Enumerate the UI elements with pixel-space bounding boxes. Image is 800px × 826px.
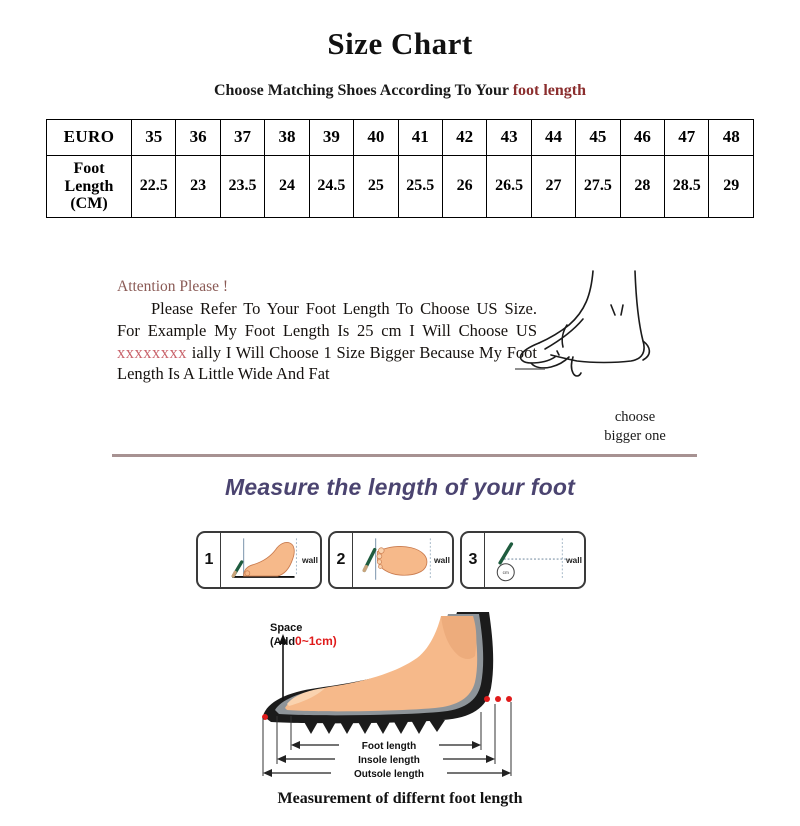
foot-sketch-illustration — [515, 269, 715, 404]
sketch-caption: choose bigger one — [540, 408, 730, 446]
attention-body: Please Refer To Your Foot Length To Choo… — [117, 298, 537, 385]
foot-measurement-diagram: Foot length Insole length Outsole length — [243, 604, 543, 779]
row-header-line-2: Length — [64, 177, 114, 195]
cell-foot-length: 24.5 — [308, 155, 355, 218]
section-divider — [112, 454, 697, 457]
step-3-wall-label: wall — [565, 555, 582, 565]
row-header-foot-length: Foot Length (CM) — [46, 155, 132, 218]
cell-foot-length: 28 — [619, 155, 666, 218]
cell-foot-length: 22.5 — [130, 155, 177, 218]
cell-foot-length: 25 — [353, 155, 399, 218]
step-panel-3: 3 cm wall — [460, 531, 586, 589]
cell-euro: 45 — [575, 119, 621, 156]
table-row-foot-length: Foot Length (CM) 22.5 23 23.5 24 24.5 25… — [46, 155, 754, 218]
cell-foot-length: 25.5 — [397, 155, 443, 218]
size-chart-page: Size Chart Choose Matching Shoes Accordi… — [0, 26, 800, 826]
measurement-label-outsole-length: Outsole length — [354, 769, 424, 779]
cell-foot-length: 27 — [530, 155, 577, 218]
sketch-caption-line-1: choose — [614, 409, 656, 425]
page-subtitle: Choose Matching Shoes According To Your … — [0, 82, 800, 100]
subtitle-accent-text: foot length — [512, 82, 587, 99]
space-annotation-line-2: (Add0~1cm) — [270, 633, 337, 649]
cell-foot-length: 23 — [175, 155, 221, 218]
measure-section-heading: Measure the length of your foot — [225, 474, 575, 500]
cell-foot-length: 23.5 — [219, 155, 266, 218]
step-panel-2: 2 wall — [328, 531, 454, 589]
cell-euro: 36 — [175, 119, 221, 156]
step-number-1: 1 — [198, 533, 221, 587]
cell-foot-length: 28.5 — [664, 155, 710, 218]
step-number-2: 2 — [330, 533, 353, 587]
subtitle-lead-text: Choose Matching Shoes According To Your — [213, 82, 513, 99]
bottom-caption: Measurement of differnt foot length — [277, 790, 523, 807]
cell-euro: 40 — [353, 119, 399, 156]
step-2-illustration: wall — [353, 533, 452, 587]
cell-euro: 42 — [441, 119, 488, 156]
svg-text:cm: cm — [503, 570, 509, 575]
cell-foot-length: 24 — [264, 155, 310, 218]
space-annotation: Space (Add0~1cm) — [270, 622, 337, 648]
cell-foot-length: 27.5 — [575, 155, 621, 218]
measurement-label-insole-length: Insole length — [358, 755, 420, 766]
cell-euro: 35 — [130, 119, 177, 156]
measure-steps: 1 wall 2 — [196, 531, 586, 589]
attention-block: Attention Please ! Please Refer To Your … — [117, 278, 537, 385]
cell-euro: 47 — [664, 119, 710, 156]
cell-euro: 44 — [530, 119, 577, 156]
cell-euro: 39 — [308, 119, 355, 156]
cell-euro: 37 — [219, 119, 266, 156]
page-title: Size Chart — [327, 26, 473, 61]
cell-euro: 46 — [619, 119, 666, 156]
row-header-euro: EURO — [46, 119, 132, 156]
step-2-wall-label: wall — [433, 555, 450, 565]
cell-euro: 48 — [708, 119, 754, 156]
cell-euro: 41 — [397, 119, 443, 156]
cell-euro: 38 — [264, 119, 310, 156]
cell-foot-length: 26.5 — [486, 155, 532, 218]
table-row-euro: EURO 35 36 37 38 39 40 41 42 43 44 45 46… — [46, 119, 754, 156]
size-table-container: EURO 35 36 37 38 39 40 41 42 43 44 45 46… — [46, 119, 754, 218]
step-panel-1: 1 wall — [196, 531, 322, 589]
step-3-illustration: cm wall — [485, 533, 584, 587]
space-annotation-prefix: (Add — [270, 635, 296, 648]
size-table: EURO 35 36 37 38 39 40 41 42 43 44 45 46… — [46, 119, 754, 218]
cell-foot-length: 26 — [441, 155, 488, 218]
step-1-wall-label: wall — [301, 555, 318, 565]
attention-redacted-text: xxxxxxxx — [117, 342, 187, 362]
sketch-caption-line-2: bigger one — [604, 427, 666, 444]
row-header-line-1: Foot — [73, 159, 105, 177]
attention-body-part2: ially I Will Choose 1 Size Bigger Becaus… — [117, 342, 537, 384]
step-number-3: 3 — [462, 533, 485, 587]
space-annotation-line-1: Space — [270, 622, 303, 634]
step-1-illustration: wall — [221, 533, 320, 587]
cell-foot-length: 29 — [708, 155, 754, 218]
attention-body-part1: Please Refer To Your Foot Length To Choo… — [117, 299, 537, 340]
attention-heading: Attention Please ! — [117, 278, 229, 295]
row-header-line-3: (CM) — [70, 195, 108, 213]
space-annotation-value: 0~1cm) — [295, 633, 337, 648]
cell-euro: 43 — [486, 119, 532, 156]
measurement-label-foot-length: Foot length — [362, 741, 416, 752]
